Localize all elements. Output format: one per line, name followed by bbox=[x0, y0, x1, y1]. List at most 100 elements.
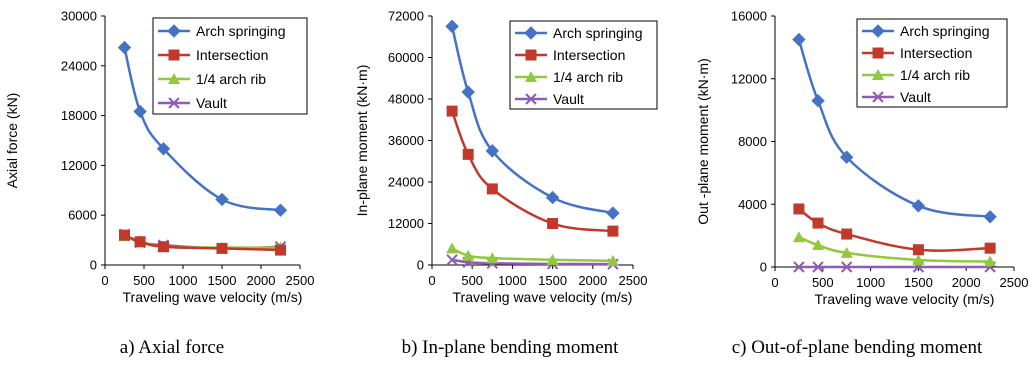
y-tick-label: 4000 bbox=[738, 197, 767, 212]
data-point bbox=[840, 261, 853, 273]
legend-entry: Intersection bbox=[158, 47, 268, 63]
chart-panel-3: 0 4000 8000 12000 16000 0 500 1000 1500 2000 2500 T… bbox=[695, 9, 1028, 359]
legend-marker bbox=[872, 69, 884, 80]
y-axis-label: Out -plane moment (kN·m) bbox=[695, 58, 711, 224]
data-point bbox=[606, 206, 620, 220]
legend-marker bbox=[168, 97, 180, 109]
data-point bbox=[215, 192, 229, 207]
x-tick-label: 2500 bbox=[286, 273, 315, 288]
legend-marker-stroke-b bbox=[872, 91, 884, 103]
legend-entry: 1/4 arch rib bbox=[515, 69, 623, 85]
legend-label: Arch springing bbox=[553, 25, 643, 41]
data-point bbox=[275, 244, 286, 256]
chart-panel-1: 0 6000 12000 18000 24000 30000 0 500 1000 1500 200… bbox=[4, 9, 314, 359]
y-tick-label: 60000 bbox=[388, 50, 424, 65]
x-tick-label: 2000 bbox=[247, 273, 276, 288]
series-3 bbox=[792, 231, 997, 267]
legend-entry: Arch springing bbox=[158, 23, 286, 39]
data-point-stroke-b bbox=[812, 261, 824, 273]
data-point bbox=[840, 246, 853, 258]
data-point bbox=[812, 239, 825, 251]
data-point bbox=[462, 148, 474, 160]
x-axis-label: Traveling wave velocity (m/s) bbox=[815, 291, 995, 307]
x-tick-label: 1000 bbox=[169, 273, 198, 288]
legend-label: 1/4 arch rib bbox=[553, 69, 623, 85]
legend-entry: Arch springing bbox=[515, 25, 643, 41]
data-point bbox=[792, 32, 806, 47]
data-point bbox=[117, 40, 132, 55]
y-tick-label: 24000 bbox=[61, 58, 97, 73]
y-tick-label: 12000 bbox=[731, 71, 767, 86]
y-tick-label: 0 bbox=[417, 258, 424, 273]
legend-entry: Intersection bbox=[515, 47, 625, 63]
legend: Arch springing Intersection 1/4 arch rib Va… bbox=[152, 17, 308, 115]
x-tick-label: 1500 bbox=[538, 273, 567, 288]
x-tick-label: 1000 bbox=[498, 273, 527, 288]
y-tick-label: 30000 bbox=[61, 9, 97, 24]
data-point bbox=[606, 254, 619, 266]
x-tick-label: 2000 bbox=[952, 275, 981, 290]
legend-marker bbox=[168, 73, 180, 84]
legend-marker-stroke-b bbox=[525, 93, 537, 105]
y-tick-label: 16000 bbox=[731, 9, 767, 24]
legend-label: Vault bbox=[553, 91, 584, 107]
legend-entry: Arch springing bbox=[862, 23, 990, 39]
x-tick-label: 0 bbox=[101, 273, 108, 288]
data-point bbox=[462, 249, 475, 261]
series-4 bbox=[793, 261, 996, 273]
data-point bbox=[134, 236, 146, 248]
y-axis-label: In-plane moment (kN·m) bbox=[354, 65, 370, 217]
data-point bbox=[547, 218, 559, 229]
legend-label: Intersection bbox=[900, 45, 972, 61]
legend-entry: 1/4 arch rib bbox=[158, 71, 266, 87]
series-2 bbox=[793, 203, 996, 256]
data-point bbox=[156, 142, 171, 156]
x-tick-label: 500 bbox=[461, 273, 483, 288]
data-point-stroke-b bbox=[446, 254, 458, 266]
data-point bbox=[485, 144, 500, 158]
x-tick-label: 2500 bbox=[619, 273, 648, 288]
data-point bbox=[486, 252, 499, 264]
series-line bbox=[451, 247, 613, 263]
x-tick-label: 2500 bbox=[1000, 275, 1029, 290]
data-point bbox=[607, 225, 619, 237]
chart-caption: c) Out-of-plane bending moment bbox=[732, 337, 983, 358]
data-point bbox=[912, 253, 925, 265]
y-tick-label: 0 bbox=[90, 258, 97, 273]
series-2 bbox=[446, 105, 619, 237]
chart-caption: a) Axial force bbox=[120, 337, 224, 358]
data-point bbox=[792, 231, 805, 243]
data-point bbox=[793, 203, 805, 215]
x-tick-label: 1000 bbox=[856, 275, 885, 290]
x-axis-label: Traveling wave velocity (m/s) bbox=[123, 289, 303, 305]
legend-marker bbox=[168, 49, 180, 61]
legend-marker bbox=[525, 93, 537, 105]
data-point bbox=[158, 241, 169, 253]
legend-label: Intersection bbox=[553, 47, 625, 63]
data-point bbox=[216, 242, 228, 254]
data-point bbox=[841, 228, 853, 240]
legend-marker bbox=[167, 24, 181, 38]
legend-label: Arch springing bbox=[196, 23, 286, 39]
series-1 bbox=[445, 19, 620, 220]
legend-entry: Intersection bbox=[862, 45, 972, 61]
legend-label: Intersection bbox=[196, 47, 268, 63]
x-tick-label: 2000 bbox=[578, 273, 607, 288]
y-tick-label: 48000 bbox=[388, 92, 424, 107]
x-tick-label: 500 bbox=[812, 275, 834, 290]
y-axis-label: Axial force (kN) bbox=[4, 93, 20, 189]
data-point bbox=[446, 254, 458, 266]
data-point bbox=[133, 104, 147, 119]
data-point bbox=[912, 244, 924, 256]
legend-label: Arch springing bbox=[900, 23, 990, 39]
y-tick-label: 36000 bbox=[388, 133, 424, 148]
chart-caption: b) In-plane bending moment bbox=[402, 337, 620, 358]
data-point bbox=[486, 183, 498, 195]
data-point bbox=[812, 261, 824, 273]
legend-marker bbox=[524, 26, 538, 40]
series-1 bbox=[117, 40, 288, 217]
data-point bbox=[983, 210, 997, 224]
series-3 bbox=[446, 242, 619, 266]
data-point bbox=[811, 94, 825, 108]
